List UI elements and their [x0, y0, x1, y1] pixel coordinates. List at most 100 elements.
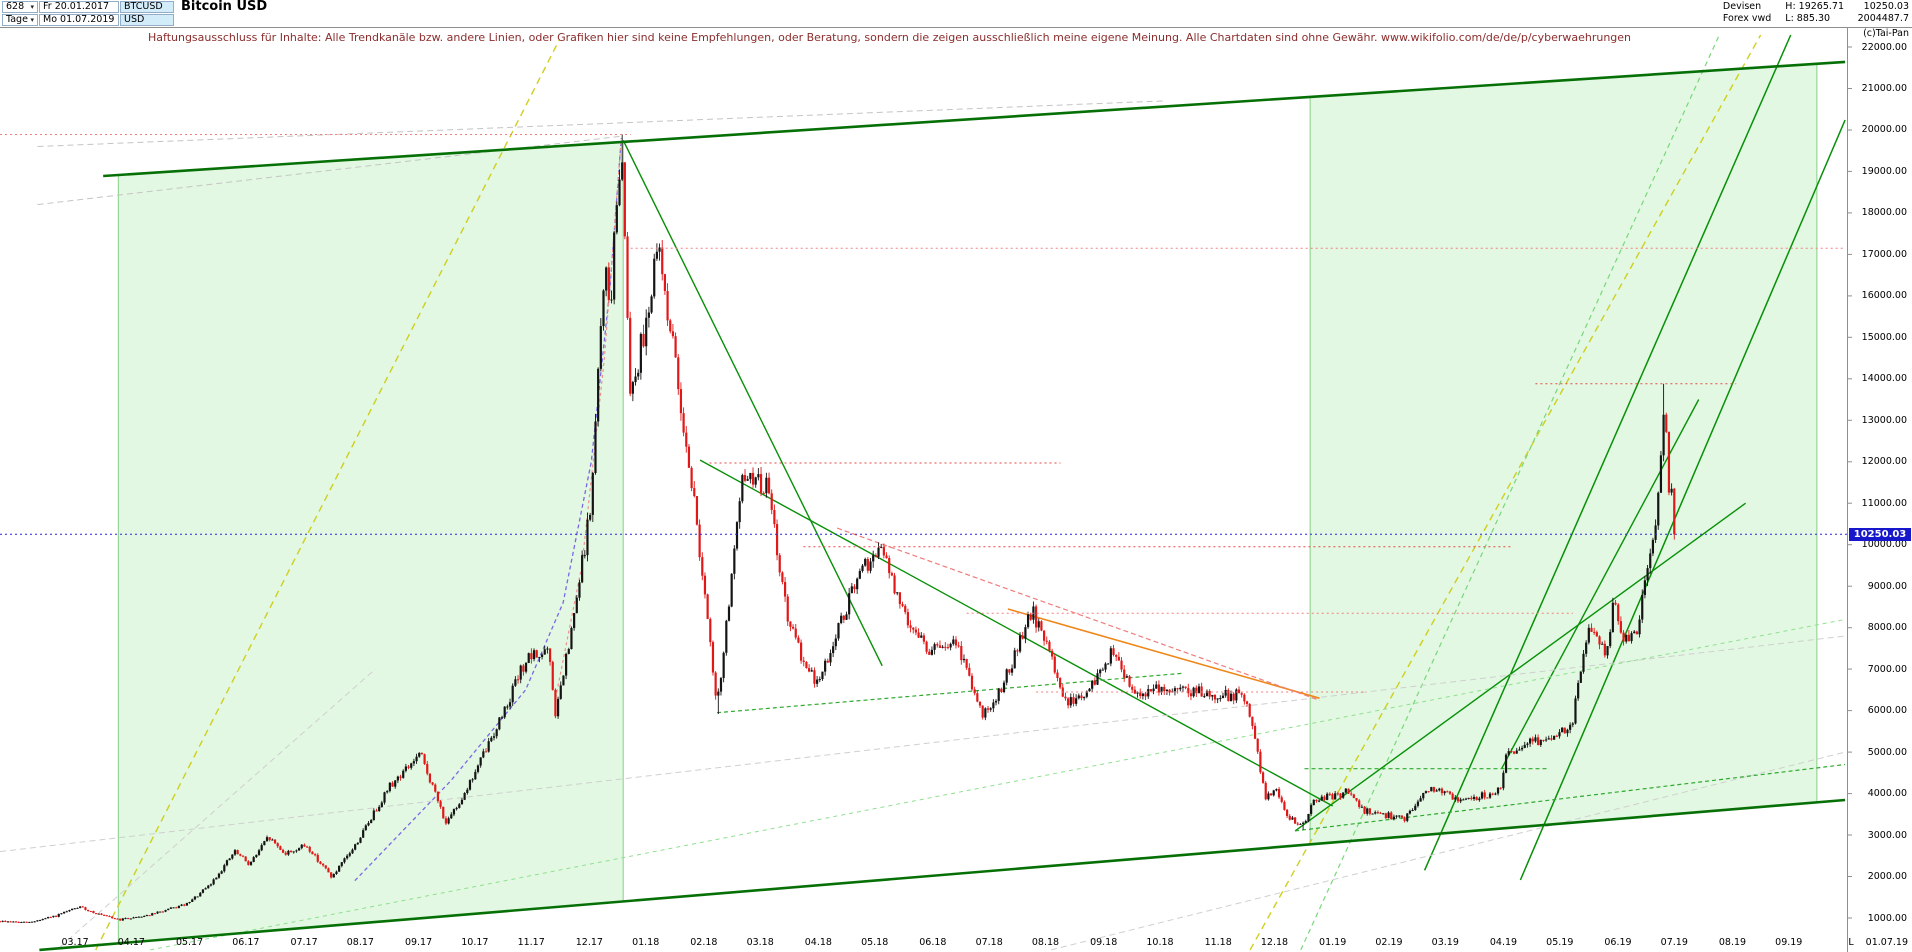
- bar-count-dropdown[interactable]: 628 ▾: [2, 1, 38, 13]
- price-axis-label: 11000.00: [1861, 497, 1907, 509]
- time-axis-label: 05.18: [861, 937, 889, 948]
- symbol-field[interactable]: BTCUSD: [120, 1, 174, 13]
- time-axis-label: 10.18: [1146, 937, 1174, 948]
- market-label: Devisen: [1722, 1, 1762, 12]
- time-axis-label: 09.18: [1090, 937, 1118, 948]
- price-axis-label: 8000.00: [1867, 622, 1907, 634]
- quote-info: Devisen Forex vwd H: 19265.71 L: 885.30: [1723, 1, 1844, 25]
- price-axis-label: 7000.00: [1867, 663, 1907, 675]
- trendline: [1300, 34, 1720, 951]
- price-axis-label: 17000.00: [1861, 248, 1907, 260]
- time-axis-label: 09.17: [404, 937, 433, 948]
- last-price-value: 10250.03: [1863, 1, 1909, 12]
- time-axis-label: 06.17: [232, 937, 260, 948]
- time-axis-label: 07.19: [1660, 937, 1688, 948]
- copyright-label: (c)Tai-Pan: [1863, 28, 1909, 39]
- last-quote: 10250.03 2004487.7: [1858, 1, 1909, 25]
- price-axis-label: 15000.00: [1861, 331, 1907, 343]
- time-axis-label: 12.17: [575, 937, 603, 948]
- trendline: [716, 672, 1183, 714]
- price-axis-label: 6000.00: [1867, 705, 1907, 717]
- time-axis-label: 05.17: [175, 937, 204, 948]
- time-axis-label: 04.17: [117, 937, 145, 948]
- price-axis-label: 9000.00: [1867, 580, 1907, 592]
- chevron-down-icon: ▾: [30, 3, 34, 11]
- trendline: [1050, 751, 1846, 951]
- timeframe-value: Tage: [6, 14, 28, 25]
- time-axis-label: 08.17: [346, 937, 374, 948]
- time-axis-label: 03.17: [61, 937, 89, 948]
- trendline: [1423, 34, 1792, 871]
- time-axis-label: 01.18: [632, 937, 660, 948]
- time-axis-label: 03.19: [1431, 937, 1459, 948]
- period-high-label: H: 19265.71: [1785, 1, 1844, 12]
- time-axis-label: 02.19: [1375, 937, 1403, 948]
- price-axis-label: 10000.00: [1861, 539, 1907, 551]
- feed-label: Forex vwd: [1722, 13, 1772, 24]
- price-axis-label: 22000.00: [1861, 41, 1907, 53]
- trendline: [95, 39, 560, 951]
- candles: [0, 134, 1676, 923]
- trendline: [1519, 119, 1846, 881]
- time-axis-label: 05.19: [1546, 937, 1574, 948]
- price-axis-label: 5000.00: [1867, 746, 1907, 758]
- volume-value: 2004487.7: [1857, 13, 1909, 24]
- channel-line: [103, 60, 1846, 178]
- disclaimer-text: Haftungsausschluss für Inhalte: Alle Tre…: [148, 31, 1632, 44]
- time-axis-label: 06.19: [1604, 937, 1632, 948]
- trendline: [699, 459, 1334, 807]
- time-axis-label: 11.18: [1204, 937, 1232, 948]
- price-axis-label: 2000.00: [1867, 871, 1907, 883]
- price-axis-label: 18000.00: [1861, 207, 1907, 219]
- time-axis-label: 12.18: [1260, 937, 1289, 948]
- time-axis-label: 04.18: [804, 937, 832, 948]
- trendline: [354, 138, 622, 882]
- trendline: [59, 668, 376, 948]
- start-date-field[interactable]: Fr 20.01.2017: [39, 1, 119, 13]
- trendline: [836, 527, 1320, 701]
- time-axis-label: 07.18: [975, 937, 1003, 948]
- trendline: [37, 135, 622, 206]
- trendline: [1295, 763, 1846, 832]
- trendline: [622, 139, 883, 667]
- currency-field: USD: [120, 14, 174, 26]
- price-axis-label: 12000.00: [1861, 456, 1907, 468]
- last-date-label: L 01.07.19: [1848, 937, 1908, 948]
- time-axis-label: 06.18: [919, 937, 947, 948]
- time-axis-label: 03.18: [746, 937, 774, 948]
- time-axis-label: 08.19: [1718, 937, 1747, 948]
- time-axis-label: 07.17: [290, 937, 318, 948]
- trendline: [37, 100, 1164, 147]
- price-axis-label: 14000.00: [1861, 373, 1907, 385]
- chart-title: Bitcoin USD: [181, 0, 268, 14]
- price-axis-label: 20000.00: [1861, 124, 1907, 136]
- trendline: [1294, 502, 1747, 832]
- plot-area[interactable]: [0, 34, 1847, 952]
- trendline: [1500, 399, 1700, 770]
- price-axis-label: 19000.00: [1861, 165, 1907, 177]
- channel-line: [39, 798, 1846, 952]
- instrument-controls: 628 ▾ Fr 20.01.2017 BTCUSD Bitcoin USD T…: [2, 0, 268, 27]
- time-axis-label: 04.19: [1489, 937, 1518, 948]
- current-price-tag: 10250.03: [1849, 527, 1911, 541]
- trendline: [1007, 608, 1320, 699]
- header-bar: 628 ▾ Fr 20.01.2017 BTCUSD Bitcoin USD T…: [0, 0, 1912, 27]
- time-axis-label: 01.19: [1319, 937, 1347, 948]
- price-axis-label: 1000.00: [1867, 912, 1907, 924]
- price-axis-label: 3000.00: [1867, 829, 1907, 841]
- time-axis-label: 09.19: [1775, 937, 1803, 948]
- time-axis-label: 08.18: [1031, 937, 1060, 948]
- highlight-band: [1309, 63, 1818, 845]
- time-axis-label: 11.17: [517, 937, 545, 948]
- timeframe-dropdown[interactable]: Tage ▾: [2, 14, 38, 26]
- time-axis-label: 02.18: [690, 937, 718, 948]
- trendline: [555, 138, 622, 699]
- period-low-label: L: 885.30: [1785, 13, 1831, 24]
- price-axis-label: 4000.00: [1867, 788, 1907, 800]
- price-axis-label: 13000.00: [1861, 414, 1907, 426]
- bar-count-value: 628: [6, 1, 25, 12]
- price-axis-label: 21000.00: [1861, 82, 1907, 94]
- end-date-field[interactable]: Mo 01.07.2019: [39, 14, 119, 26]
